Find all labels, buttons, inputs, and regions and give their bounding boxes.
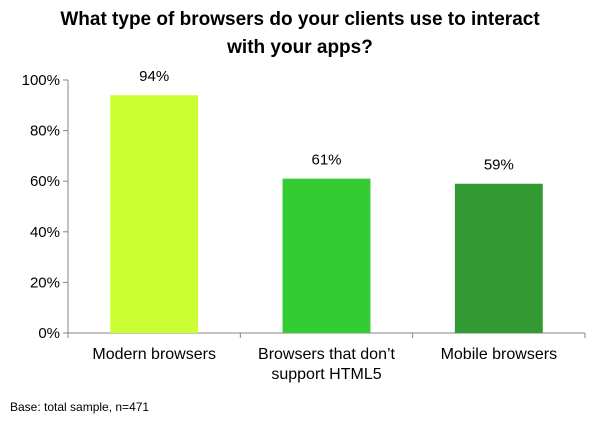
x-category-label: support HTML5	[271, 366, 381, 383]
bar	[110, 95, 199, 334]
y-tick-label: 40%	[30, 224, 60, 241]
y-tick-label: 0%	[38, 325, 60, 342]
chart-bars	[110, 95, 543, 334]
y-tick-label: 80%	[30, 123, 60, 140]
bar-value-label: 59%	[484, 157, 514, 174]
chart-title-line-1: What type of browsers do your clients us…	[60, 9, 540, 30]
y-tick-label: 60%	[30, 173, 60, 190]
x-category-label: Modern browsers	[92, 346, 216, 363]
bar	[454, 183, 543, 333]
x-category-label: Browsers that don’t	[258, 346, 396, 363]
footnote: Base: total sample, n=471	[10, 400, 150, 414]
chart-labels: 0% 20% 40% 60% 80% 100% 94% Modern browsers 61% B…	[22, 68, 557, 383]
y-tick-label: 20%	[30, 274, 60, 291]
bar	[282, 178, 371, 333]
bar-value-label: 94%	[139, 68, 169, 85]
x-category-label: Mobile browsers	[441, 346, 557, 363]
y-tick-label: 100%	[22, 72, 60, 89]
chart-title: What type of browsers do your clients us…	[20, 6, 580, 62]
bar-value-label: 61%	[311, 152, 341, 169]
chart-title-line-2: with your apps?	[227, 37, 373, 58]
